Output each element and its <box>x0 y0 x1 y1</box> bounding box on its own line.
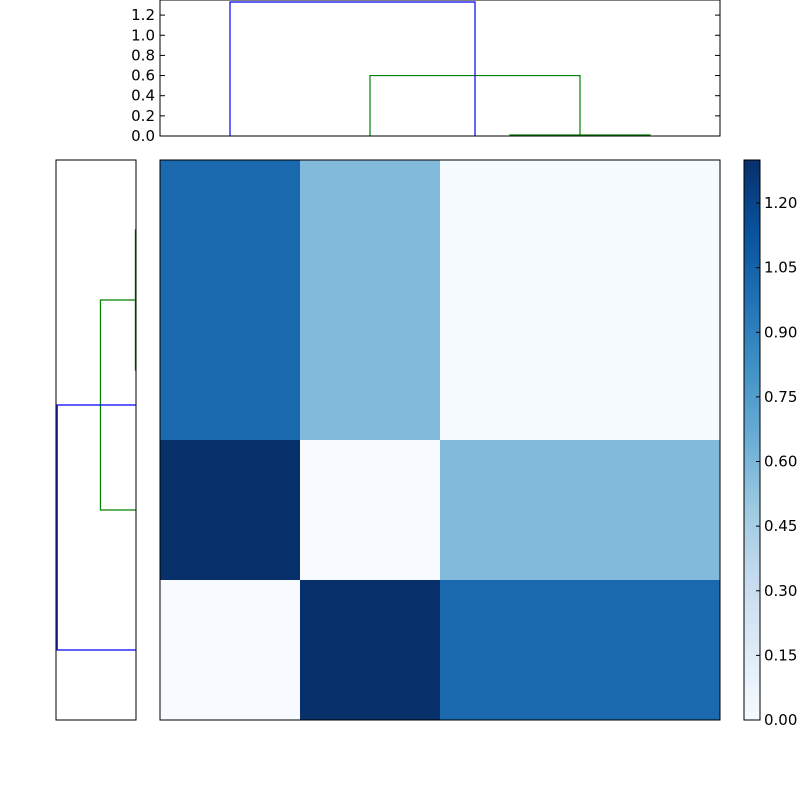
colorbar-tick-label: 0.15 <box>764 646 797 664</box>
left-dendrogram <box>55 159 137 721</box>
heatmap-cell <box>440 440 581 581</box>
top-ytick-label: 0.8 <box>131 46 155 64</box>
heatmap-cell <box>300 580 441 721</box>
top-dendrogram-frame <box>159 0 721 137</box>
heatmap-cell <box>580 160 721 301</box>
heatmap-frame <box>159 159 721 721</box>
heatmap-cell <box>440 160 581 301</box>
colorbar-tick-label: 0.00 <box>764 711 797 729</box>
heatmap-cell <box>440 300 581 441</box>
colorbar: 0.00 0.15 0.30 0.45 0.60 0.75 0.90 1.05 1.20 <box>743 159 797 729</box>
heatmap-cell <box>160 160 301 301</box>
heatmap-cell <box>160 440 301 581</box>
colorbar-gradient <box>744 160 760 720</box>
top-ytick-label: 0.2 <box>131 107 155 125</box>
heatmap-cell <box>440 580 581 721</box>
colorbar-tick-label: 0.90 <box>764 323 797 341</box>
heatmap-cell <box>580 300 721 441</box>
colorbar-tick-label: 0.30 <box>764 582 797 600</box>
left-dendrogram-link <box>56 404 136 651</box>
colorbar-tick-label: 1.05 <box>764 259 797 277</box>
heatmap <box>159 159 721 721</box>
heatmap-cell <box>300 160 441 301</box>
colorbar-tick-label: 0.60 <box>764 453 797 471</box>
top-ytick-label: 1.2 <box>131 6 155 24</box>
heatmap-cell <box>300 300 441 441</box>
top-ytick-label: 1.0 <box>131 26 155 44</box>
colorbar-frame <box>743 159 761 721</box>
colorbar-tick-label: 0.75 <box>764 388 797 406</box>
top-ytick-label: 0.4 <box>131 87 155 105</box>
heatmap-cell <box>580 440 721 581</box>
top-ytick-label: 0.0 <box>131 127 155 145</box>
left-dendrogram-frame <box>55 159 137 721</box>
top-ytick-label: 0.6 <box>131 67 155 85</box>
colorbar-tick-label: 1.20 <box>764 194 797 212</box>
top-dendrogram-link <box>229 1 476 136</box>
top-dendrogram: 0.0 0.2 0.4 0.6 0.8 1.0 1.2 <box>131 0 721 145</box>
colorbar-tick-label: 0.45 <box>764 517 797 535</box>
heatmap-cell <box>580 580 721 721</box>
heatmap-cell <box>160 300 301 441</box>
heatmap-cell <box>300 440 441 581</box>
heatmap-cell <box>160 580 301 721</box>
